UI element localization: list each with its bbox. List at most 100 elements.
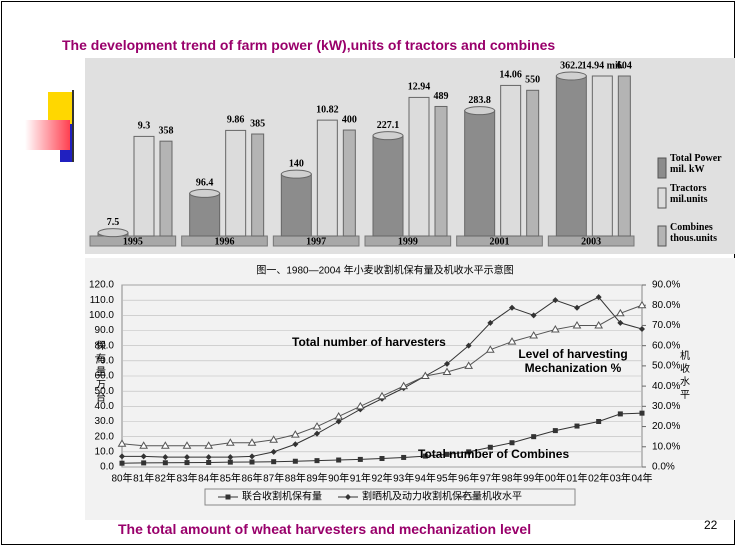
marker bbox=[358, 457, 363, 462]
bar bbox=[190, 193, 220, 236]
marker bbox=[465, 362, 472, 368]
marker bbox=[185, 460, 190, 465]
bar-cap bbox=[373, 132, 403, 140]
marker bbox=[400, 383, 407, 389]
legend-swatch bbox=[658, 226, 666, 246]
x-tick-label: 01年 bbox=[566, 472, 587, 485]
bar-cap bbox=[281, 170, 311, 178]
x-tick-label: 93年 bbox=[393, 472, 414, 485]
marker bbox=[401, 455, 406, 460]
value-label: 96.4 bbox=[196, 178, 214, 189]
slide-title: The development trend of farm power (kW)… bbox=[62, 37, 555, 53]
marker bbox=[596, 419, 601, 424]
marker bbox=[184, 454, 190, 460]
bar-cap bbox=[465, 107, 495, 115]
marker bbox=[552, 297, 558, 303]
y-tick-label: 100.0 bbox=[89, 310, 114, 321]
value-label: 604 bbox=[617, 60, 632, 71]
x-tick-label: 99年 bbox=[523, 472, 544, 485]
bar bbox=[226, 130, 246, 236]
marker bbox=[509, 305, 515, 311]
x-tick-label: 81年 bbox=[133, 472, 154, 485]
series-line bbox=[122, 305, 642, 446]
series-line bbox=[122, 297, 642, 457]
marker bbox=[314, 423, 321, 429]
bar bbox=[435, 106, 447, 236]
legend-label: Combines thous.units bbox=[670, 222, 734, 244]
x-tick-label: 1995 bbox=[123, 236, 143, 247]
y-axis-label: 保有量 万台 bbox=[96, 340, 108, 405]
marker bbox=[574, 305, 580, 311]
x-tick-label: 92年 bbox=[371, 472, 392, 485]
bar bbox=[527, 90, 539, 236]
bar bbox=[409, 97, 429, 236]
page-number: 22 bbox=[704, 518, 717, 532]
y2-tick-label: 60.0% bbox=[652, 340, 680, 351]
marker bbox=[618, 411, 623, 416]
x-tick-label: 1996 bbox=[215, 236, 235, 247]
marker bbox=[141, 453, 147, 459]
bar bbox=[373, 136, 403, 236]
value-label: 358 bbox=[159, 125, 174, 136]
y-tick-label: 90.0 bbox=[95, 325, 115, 336]
legend-label: 联合收割机保有量 bbox=[242, 490, 322, 503]
x-tick-label: 2001 bbox=[490, 236, 510, 247]
marker bbox=[119, 440, 126, 446]
marker bbox=[250, 459, 255, 464]
x-tick-label: 98年 bbox=[501, 472, 522, 485]
slide-caption: The total amount of wheat harvesters and… bbox=[118, 521, 531, 537]
x-tick-label: 96年 bbox=[458, 472, 479, 485]
y2-tick-label: 30.0% bbox=[652, 401, 680, 412]
x-tick-label: 84年 bbox=[198, 472, 219, 485]
value-label: 489 bbox=[434, 91, 449, 102]
legend-label: Total Power mil. kW bbox=[670, 153, 734, 175]
bar bbox=[281, 174, 311, 236]
value-label: 362.2 bbox=[560, 60, 583, 71]
value-label: 140 bbox=[289, 158, 304, 169]
y2-tick-label: 70.0% bbox=[652, 320, 680, 331]
marker bbox=[271, 459, 276, 464]
x-tick-label: 03年 bbox=[610, 472, 631, 485]
bar bbox=[160, 141, 172, 236]
marker bbox=[119, 453, 125, 459]
marker bbox=[335, 413, 342, 419]
marker bbox=[314, 431, 320, 437]
bar bbox=[317, 120, 337, 236]
marker bbox=[510, 440, 515, 445]
x-tick-label: 1997 bbox=[306, 236, 326, 247]
x-tick-label: 88年 bbox=[285, 472, 306, 485]
x-tick-label: 2003 bbox=[581, 236, 601, 247]
bar bbox=[343, 130, 355, 236]
x-tick-label: 00年 bbox=[545, 472, 566, 485]
y2-tick-label: 0.0% bbox=[652, 462, 675, 473]
x-tick-label: 80年 bbox=[111, 472, 132, 485]
marker bbox=[293, 459, 298, 464]
marker bbox=[531, 312, 537, 318]
legend-label: Tractors mil.units bbox=[670, 183, 734, 205]
marker bbox=[271, 449, 277, 455]
marker bbox=[553, 428, 558, 433]
marker bbox=[315, 458, 320, 463]
bar bbox=[252, 134, 264, 236]
bar-cap bbox=[190, 189, 220, 197]
x-tick-label: 95年 bbox=[436, 472, 457, 485]
x-tick-label: 94年 bbox=[415, 472, 436, 485]
y2-tick-label: 90.0% bbox=[652, 280, 680, 291]
marker bbox=[575, 424, 580, 429]
annotation: Level of harvesting Mechanization % bbox=[503, 347, 643, 375]
y-tick-label: 0.0 bbox=[100, 462, 114, 473]
x-tick-label: 97年 bbox=[480, 472, 501, 485]
marker bbox=[226, 495, 231, 500]
x-tick-label: 89年 bbox=[306, 472, 327, 485]
marker bbox=[639, 326, 645, 332]
x-tick-label: 85年 bbox=[220, 472, 241, 485]
charts: 1995199619971999200120037.596.4140227.12… bbox=[0, 0, 736, 546]
bar bbox=[618, 76, 630, 236]
y2-tick-label: 80.0% bbox=[652, 300, 680, 311]
marker bbox=[345, 494, 351, 500]
x-tick-label: 87年 bbox=[263, 472, 284, 485]
y2-tick-label: 50.0% bbox=[652, 361, 680, 372]
x-tick-label: 04年 bbox=[631, 472, 652, 485]
marker bbox=[292, 441, 298, 447]
marker bbox=[379, 393, 386, 399]
